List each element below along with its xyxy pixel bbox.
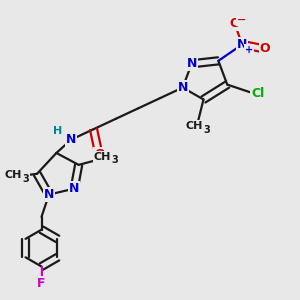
Text: 3: 3 [112,155,119,165]
Text: N: N [69,182,80,195]
Text: CH: CH [186,121,203,131]
Text: 3: 3 [23,174,29,184]
Text: +: + [244,45,253,55]
Text: H: H [53,126,62,136]
Text: N: N [186,57,197,70]
Text: O: O [94,148,105,161]
Text: O: O [230,17,240,30]
Text: Cl: Cl [251,87,264,100]
Text: F: F [37,277,46,290]
Text: N: N [237,38,247,51]
Text: CH: CH [4,170,22,180]
Text: N: N [178,81,188,94]
Text: N: N [66,133,76,146]
Text: N: N [44,188,54,201]
Text: O: O [260,42,270,56]
Text: CH: CH [94,152,111,161]
Text: −: − [237,15,246,25]
Text: 3: 3 [204,125,210,135]
